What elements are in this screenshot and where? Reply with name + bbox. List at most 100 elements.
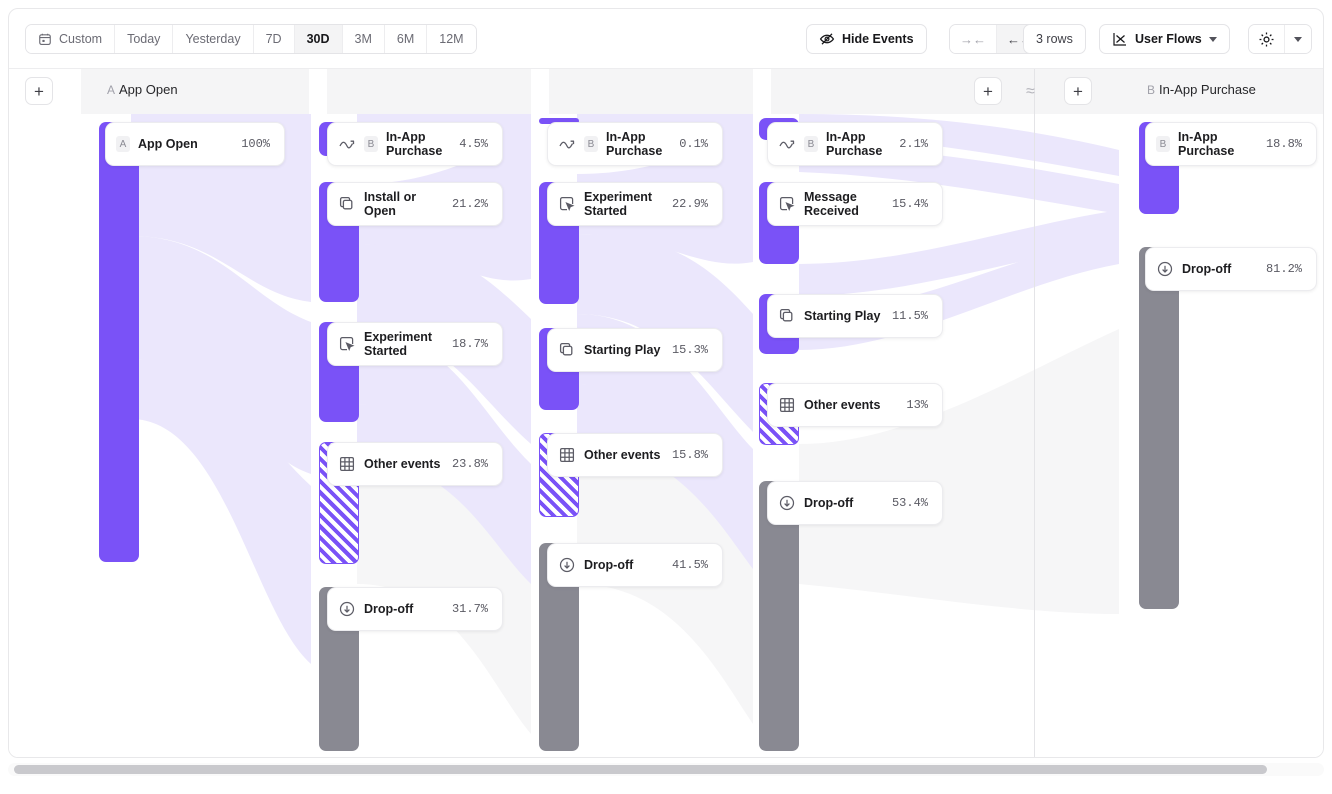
node-tag-badge: A: [116, 136, 130, 152]
node-message-received[interactable]: Message Received 15.4%: [767, 182, 943, 226]
rows-count-button[interactable]: 3 rows: [1023, 24, 1086, 54]
plus-icon: +: [983, 81, 993, 101]
node-experiment-started-1[interactable]: Experiment Started 18.7%: [327, 322, 503, 366]
node-label: In-App Purchase: [606, 130, 663, 158]
date-range-selector[interactable]: Custom Today Yesterday 7D 30D 3M 6M 12M: [25, 24, 477, 54]
node-label: Drop-off: [804, 496, 854, 510]
node-conversion-in-app-purchase[interactable]: B In-App Purchase 18.8%: [1145, 122, 1317, 166]
copy-icon: [339, 196, 353, 210]
date-range-yesterday[interactable]: Yesterday: [173, 25, 254, 53]
gear-icon: [1259, 31, 1274, 47]
bar-drop-off-3[interactable]: [759, 481, 799, 751]
trend-icon: [559, 140, 575, 149]
view-type-label: User Flows: [1135, 32, 1202, 46]
add-step-right-button[interactable]: +: [1064, 77, 1092, 105]
grid-icon: [339, 456, 355, 472]
step-band-app-open[interactable]: A App Open: [81, 69, 309, 114]
arrow-down-circle-icon: [339, 601, 355, 617]
grid-icon: [559, 447, 575, 463]
eye-off-icon: [819, 33, 835, 45]
step-band-3[interactable]: [549, 69, 753, 114]
date-range-7d-label: 7D: [265, 32, 282, 46]
node-percent: 13%: [906, 398, 928, 412]
date-range-today[interactable]: Today: [115, 25, 174, 53]
date-range-yesterday-label: Yesterday: [185, 32, 241, 46]
bar-in-app-purchase-2[interactable]: [539, 118, 579, 124]
date-range-today-label: Today: [127, 32, 161, 46]
node-in-app-purchase-3[interactable]: B In-App Purchase 2.1%: [767, 122, 943, 166]
node-label: Experiment Started: [364, 330, 433, 358]
node-tag-badge: B: [584, 136, 598, 152]
node-starting-play-2[interactable]: Starting Play 15.3%: [547, 328, 723, 372]
node-label: Experiment Started: [584, 190, 653, 218]
node-percent: 41.5%: [671, 558, 708, 572]
sankey-canvas: A App Open 100% B In-App Purchase 4.5% I…: [9, 114, 1323, 757]
node-other-events-2[interactable]: Other events 15.8%: [547, 433, 723, 477]
date-range-3m-label: 3M: [354, 32, 372, 46]
node-drop-off-1[interactable]: Drop-off 31.7%: [327, 587, 503, 631]
step-tag-b: B: [1147, 83, 1156, 97]
trend-icon: [339, 140, 355, 149]
node-label: Install or Open: [364, 190, 417, 218]
node-tag-badge: B: [1156, 136, 1170, 152]
plus-icon: +: [1073, 81, 1083, 101]
node-percent: 0.1%: [679, 137, 708, 151]
node-starting-play-3[interactable]: Starting Play 11.5%: [767, 294, 943, 338]
node-percent: 15.4%: [891, 197, 928, 211]
node-percent: 11.5%: [891, 309, 928, 323]
settings-group[interactable]: [1248, 24, 1312, 54]
add-step-middle-button[interactable]: +: [974, 77, 1002, 105]
step-notch-1: [309, 69, 327, 114]
node-label: In-App Purchase: [1178, 130, 1235, 158]
step-header-bar: + A App Open + ≈ B In-App Purchase +: [9, 69, 1323, 757]
node-install-or-open[interactable]: Install or Open 21.2%: [327, 182, 503, 226]
node-drop-off-2[interactable]: Drop-off 41.5%: [547, 543, 723, 587]
node-app-open[interactable]: A App Open 100%: [105, 122, 285, 166]
step-band-2[interactable]: [327, 69, 531, 114]
node-percent: 23.8%: [451, 457, 488, 471]
node-tag-badge: B: [804, 136, 818, 152]
node-experiment-started-2[interactable]: Experiment Started 22.9%: [547, 182, 723, 226]
user-flows-app: Custom Today Yesterday 7D 30D 3M 6M 12M …: [8, 8, 1324, 758]
node-in-app-purchase-2[interactable]: B In-App Purchase 0.1%: [547, 122, 723, 166]
hide-events-button[interactable]: Hide Events: [806, 24, 927, 54]
calendar-icon: [39, 33, 51, 45]
node-label: Other events: [804, 398, 881, 412]
grid-icon: [779, 397, 795, 413]
step-name-in-app-purchase: In-App Purchase: [1159, 82, 1256, 97]
date-range-12m[interactable]: 12M: [427, 25, 476, 53]
step-label-app-open: A App Open: [107, 82, 178, 97]
settings-dropdown-toggle[interactable]: [1285, 25, 1311, 53]
cursor-box-icon: [779, 196, 795, 211]
step-notch-3: [753, 69, 771, 114]
horizontal-scrollbar-thumb[interactable]: [14, 765, 1267, 774]
date-range-6m[interactable]: 6M: [384, 25, 428, 53]
node-percent: 18.8%: [1265, 137, 1302, 151]
node-percent: 53.4%: [891, 496, 928, 510]
view-type-dropdown[interactable]: User Flows: [1099, 24, 1230, 54]
node-other-events-1[interactable]: Other events 23.8%: [327, 442, 503, 486]
node-percent: 81.2%: [1265, 262, 1302, 276]
bar-app-open[interactable]: [99, 122, 139, 562]
node-other-events-3[interactable]: Other events 13%: [767, 383, 943, 427]
date-range-30d[interactable]: 30D: [294, 25, 343, 53]
node-label: Drop-off: [364, 602, 414, 616]
node-conversion-drop-off[interactable]: Drop-off 81.2%: [1145, 247, 1317, 291]
node-percent: 22.9%: [671, 197, 708, 211]
date-range-3m[interactable]: 3M: [342, 25, 385, 53]
node-in-app-purchase-1[interactable]: B In-App Purchase 4.5%: [327, 122, 503, 166]
node-label: Starting Play: [804, 309, 881, 323]
node-label: In-App Purchase: [386, 130, 443, 158]
date-range-custom[interactable]: Custom: [26, 25, 116, 53]
node-label: Other events: [584, 448, 661, 462]
node-drop-off-3[interactable]: Drop-off 53.4%: [767, 481, 943, 525]
settings-button[interactable]: [1249, 25, 1285, 53]
date-range-7d[interactable]: 7D: [253, 25, 295, 53]
bar-conversion-drop-off[interactable]: [1139, 247, 1179, 609]
copy-icon: [779, 308, 793, 322]
date-range-6m-label: 6M: [396, 32, 415, 46]
copy-icon: [559, 342, 573, 356]
node-percent: 18.7%: [451, 337, 488, 351]
collapse-width-button[interactable]: →←: [950, 25, 997, 53]
add-step-left-button[interactable]: +: [25, 77, 53, 105]
